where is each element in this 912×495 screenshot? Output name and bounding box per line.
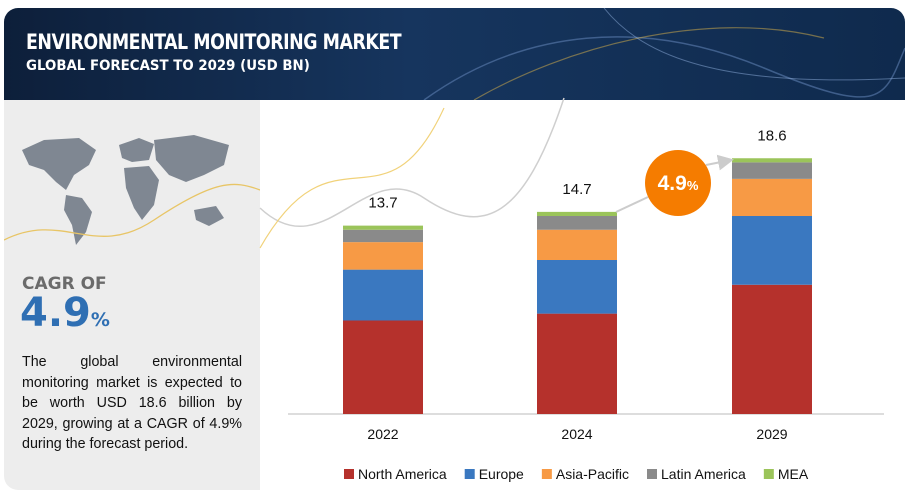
cagr-badge-number: 4.9 — [658, 172, 687, 195]
cagr-label: CAGR OF — [22, 274, 107, 294]
infographic: ENVIRONMENTAL MONITORING MARKET GLOBAL F… — [4, 8, 905, 490]
subtitle: GLOBAL FORECAST TO 2029 (USD BN) — [26, 58, 310, 74]
bar-segment — [732, 216, 812, 285]
legend-label: Latin America — [661, 466, 746, 482]
legend-label: Asia-Pacific — [556, 466, 629, 482]
legend-swatch — [541, 469, 552, 479]
decor-curve — [259, 97, 565, 228]
cagr-arrow — [705, 154, 734, 171]
bar-segment — [537, 216, 617, 230]
bar-segment — [343, 269, 423, 321]
x-tick-label: 2029 — [756, 426, 787, 442]
decor-curve — [259, 107, 445, 249]
bar-segment — [732, 158, 812, 163]
bar-segment — [537, 229, 617, 260]
legend-label: North America — [358, 466, 447, 482]
banner-decoration — [423, 8, 905, 100]
x-tick-label: 2022 — [367, 426, 398, 442]
bar-segment — [537, 211, 617, 216]
cagr-number: 4.9 — [20, 290, 91, 336]
legend-swatch — [763, 469, 774, 479]
description: The global environmental monitoring mark… — [22, 354, 242, 452]
bar-segment — [343, 242, 423, 270]
legend-swatch — [647, 469, 657, 479]
cagr-arrow-tail — [615, 196, 649, 213]
bar-segment — [732, 162, 812, 179]
bar-segment — [343, 225, 423, 230]
chart: 13.7 2022 14.7 2024 18.6 2029 4.9% North Americ… — [259, 97, 884, 482]
legend-swatch — [464, 469, 475, 479]
world-map — [4, 135, 260, 245]
bar-segment — [537, 313, 617, 414]
bar-segment — [343, 320, 423, 414]
bar-segment — [732, 284, 812, 414]
banner: ENVIRONMENTAL MONITORING MARKET GLOBAL F… — [4, 8, 905, 100]
bar-segment — [732, 178, 812, 216]
title: ENVIRONMENTAL MONITORING MARKET — [26, 30, 402, 54]
x-tick-label: 2024 — [561, 426, 592, 442]
cagr-badge-unit: % — [687, 178, 699, 193]
cagr-badge-text: 4.9% — [658, 172, 699, 195]
bar-segment — [343, 229, 423, 243]
legend-swatch — [344, 469, 354, 479]
bar-segment — [537, 260, 617, 314]
total-label: 14.7 — [562, 181, 591, 198]
legend-label: Europe — [479, 466, 524, 482]
cagr-value: 4.9% — [20, 290, 110, 336]
sidebar: CAGR OF 4.9% The global environmental mo… — [4, 100, 260, 490]
legend-label: MEA — [778, 466, 809, 482]
total-label: 13.7 — [368, 195, 397, 212]
total-label: 18.6 — [757, 127, 786, 144]
cagr-unit: % — [90, 309, 110, 331]
cagr-badge — [645, 150, 711, 216]
